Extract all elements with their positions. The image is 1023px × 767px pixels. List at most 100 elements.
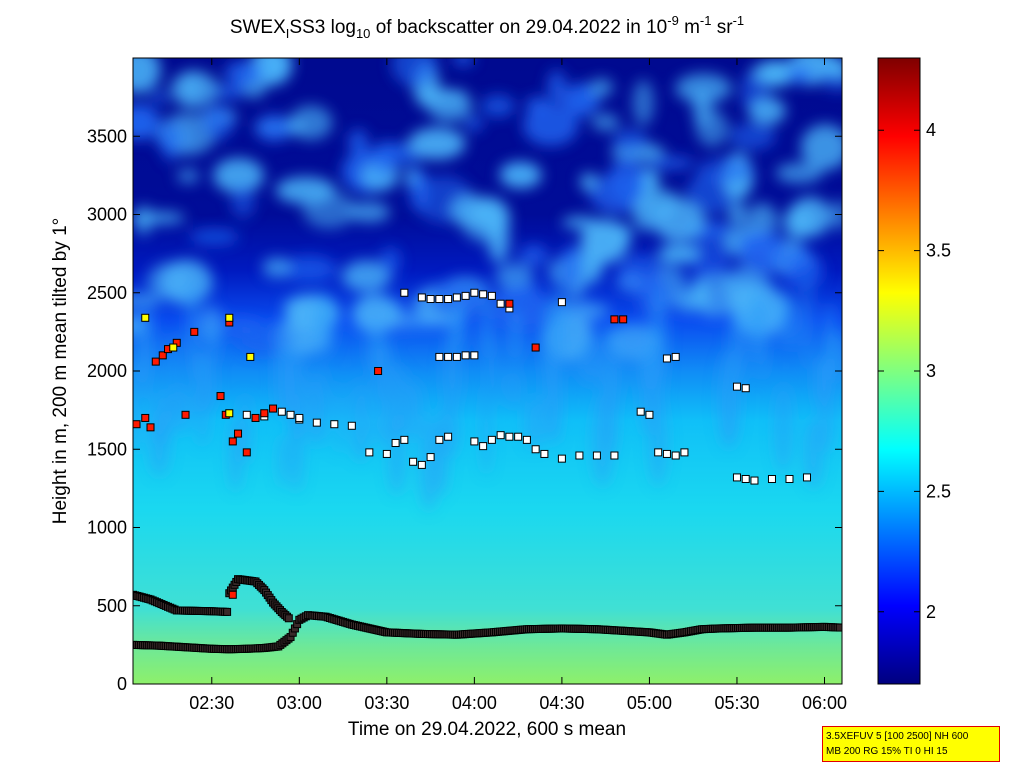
texture-streak bbox=[334, 380, 344, 455]
texture-blob bbox=[676, 290, 697, 314]
cloud-layer-point bbox=[671, 451, 680, 460]
texture-streak bbox=[139, 302, 156, 402]
x-tick-label: 04:30 bbox=[539, 693, 584, 713]
cloud-layer-point bbox=[409, 457, 418, 466]
texture-blob bbox=[281, 255, 337, 283]
cloud-layer-point bbox=[312, 418, 321, 427]
upper-layer-point bbox=[417, 293, 426, 302]
texture-blob bbox=[746, 202, 778, 238]
texture-blob bbox=[449, 193, 488, 228]
colorbar-axis: 2 2.5 3 3.5 4 bbox=[878, 120, 951, 622]
cloud-layer-point bbox=[662, 449, 671, 458]
upper-layer-point bbox=[732, 382, 741, 391]
red-layer-point bbox=[228, 590, 237, 599]
texture-blob bbox=[201, 104, 234, 141]
texture-blob bbox=[255, 114, 292, 142]
cloud-layer-point bbox=[680, 448, 689, 457]
red-layer-point bbox=[619, 315, 628, 324]
x-tick-label: 06:00 bbox=[802, 693, 847, 713]
y-axis: 0 500 1000 1500 2000 2500 3000 3500 bbox=[87, 126, 842, 694]
texture-blob bbox=[262, 257, 292, 278]
x-tick-label: 02:30 bbox=[189, 693, 234, 713]
cloud-layer-point bbox=[382, 449, 391, 458]
upper-layer-point bbox=[496, 299, 505, 308]
texture-blob bbox=[341, 260, 392, 292]
texture-blob bbox=[264, 58, 288, 83]
mixing-layer-upper-point bbox=[223, 607, 232, 616]
upper-layer-point bbox=[286, 410, 295, 419]
cloud-layer-point bbox=[575, 451, 584, 460]
cloud-layer-point bbox=[750, 476, 759, 485]
texture-streak bbox=[170, 385, 193, 434]
upper-layer-point bbox=[461, 291, 470, 300]
texture-blob bbox=[775, 162, 823, 184]
x-tick-label: 04:00 bbox=[452, 693, 497, 713]
cloud-layer-point bbox=[522, 435, 531, 444]
texture-blob bbox=[783, 206, 814, 240]
texture-streak bbox=[506, 309, 524, 365]
red-layer-point bbox=[234, 429, 243, 438]
texture-blob bbox=[632, 79, 655, 126]
cloud-layer-point bbox=[557, 454, 566, 463]
red-layer-point bbox=[269, 404, 278, 413]
title-sup1: -9 bbox=[667, 13, 679, 28]
red-layer-point bbox=[141, 413, 150, 422]
yellow-layer-point bbox=[141, 313, 150, 322]
texture-blob bbox=[493, 285, 550, 331]
upper-layer-point bbox=[662, 354, 671, 363]
upper-layer-point bbox=[487, 291, 496, 300]
upper-layer-point bbox=[435, 352, 444, 361]
red-layer-point bbox=[158, 351, 167, 360]
cloud-layer-point bbox=[391, 438, 400, 447]
texture-blob bbox=[782, 254, 824, 289]
texture-blob bbox=[348, 129, 368, 155]
cloud-layer-point bbox=[426, 453, 435, 462]
cloud-layer-point bbox=[496, 431, 505, 440]
texture-streak bbox=[823, 301, 836, 395]
cloud-layer-point bbox=[444, 432, 453, 441]
texture-blob bbox=[691, 281, 711, 310]
red-layer-point bbox=[151, 357, 160, 366]
upper-layer-point bbox=[444, 295, 453, 304]
texture-blob bbox=[499, 161, 542, 189]
x-tick-label: 05:00 bbox=[627, 693, 672, 713]
title-unit-m: m bbox=[679, 17, 700, 38]
texture-blob bbox=[160, 259, 213, 305]
texture-blob bbox=[657, 245, 701, 263]
texture-blob bbox=[481, 94, 515, 118]
cloud-layer-point bbox=[531, 445, 540, 454]
upper-layer-point bbox=[452, 293, 461, 302]
texture-blob bbox=[408, 169, 430, 212]
texture-streak bbox=[648, 288, 668, 378]
cloud-layer-point bbox=[347, 421, 356, 430]
texture-streak bbox=[167, 330, 177, 424]
chart-title: SWEXISS3 log10 of backscatter on 29.04.2… bbox=[230, 13, 744, 41]
texture-blob bbox=[149, 89, 170, 106]
cloud-layer-point bbox=[514, 432, 523, 441]
texture-blob bbox=[347, 201, 391, 223]
texture-streak bbox=[479, 291, 495, 359]
texture-streak bbox=[374, 339, 396, 412]
cloud-layer-point bbox=[330, 420, 339, 429]
red-layer-point bbox=[531, 343, 540, 352]
texture-blob bbox=[563, 83, 600, 117]
red-layer-point bbox=[181, 410, 190, 419]
colorbar bbox=[877, 57, 921, 685]
texture-blob bbox=[645, 156, 695, 170]
upper-layer-point bbox=[557, 298, 566, 307]
texture-blob bbox=[675, 73, 732, 104]
upper-layer-point bbox=[470, 351, 479, 360]
yellow-layer-point bbox=[225, 313, 234, 322]
red-layer-point bbox=[251, 413, 260, 422]
texture-blob bbox=[378, 143, 412, 156]
texture-blob bbox=[135, 205, 152, 236]
upper-layer-point bbox=[671, 352, 680, 361]
yellow-layer-point bbox=[246, 352, 255, 361]
upper-layer-point bbox=[645, 410, 654, 419]
upper-layer-point bbox=[470, 288, 479, 297]
cloud-layer-point bbox=[785, 474, 794, 483]
x-tick-label: 03:00 bbox=[277, 693, 322, 713]
y-tick-label: 2000 bbox=[87, 361, 127, 381]
cloud-layer-point bbox=[802, 473, 811, 482]
x-axis-label: Time on 29.04.2022, 600 s mean bbox=[348, 719, 626, 740]
